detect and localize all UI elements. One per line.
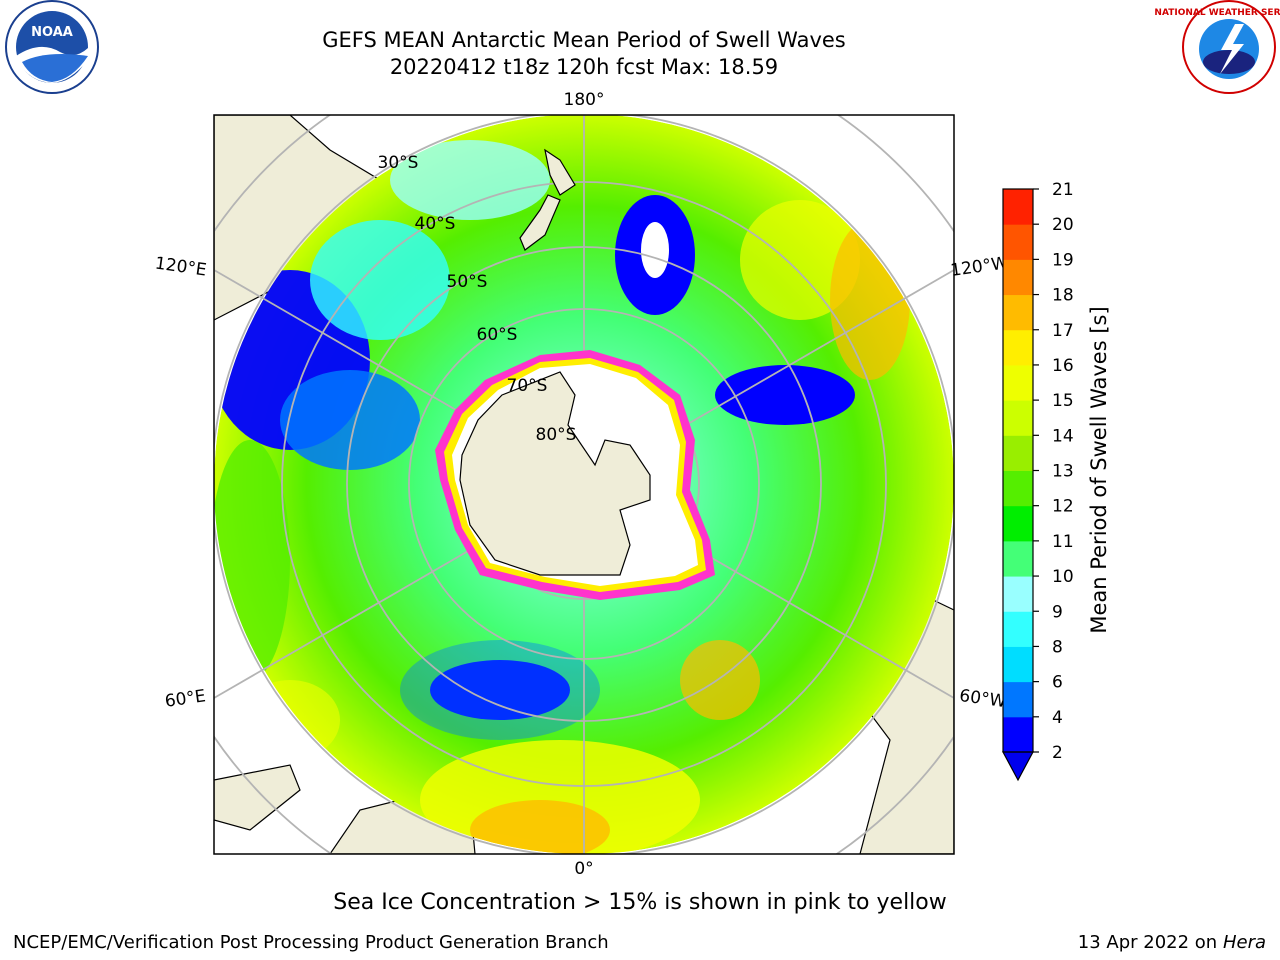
footer-credit: NCEP/EMC/Verification Post Processing Pr… <box>13 932 609 953</box>
sea-ice-caption: Sea Ice Concentration > 15% is shown in … <box>333 890 947 915</box>
colorbar-segment <box>1003 576 1033 612</box>
colorbar-segment <box>1003 611 1033 647</box>
colorbar-tick-label: 9 <box>1052 602 1063 622</box>
meridian-label-120e: 120°E <box>154 254 208 281</box>
colorbar-tick-label: 8 <box>1052 637 1063 657</box>
colorbar-segment <box>1003 716 1033 753</box>
national-weather-service-logo: NATIONAL WEATHER SERVICE <box>1154 0 1280 94</box>
new-zealand-north-land <box>544 148 576 196</box>
title-line-1: GEFS MEAN Antarctic Mean Period of Swell… <box>322 28 846 52</box>
colorbar-segment <box>1003 294 1033 331</box>
colorbar-tick-label: 6 <box>1052 673 1063 693</box>
meridian-label-0: 0° <box>574 859 593 879</box>
colorbar-tick-label: 15 <box>1052 391 1074 411</box>
meridian-label-60w: 60°W <box>958 686 1007 712</box>
colorbar-segment <box>1003 400 1033 436</box>
colorbar-ticks: 2 4 6 8 9 10 11 12 13 14 15 16 17 18 19 20 21 <box>1033 180 1074 763</box>
colorbar-segments <box>1003 189 1033 753</box>
colorbar-segment <box>1003 364 1033 401</box>
colorbar: 2 4 6 8 9 10 11 12 13 14 15 16 17 18 19 20 21 Mean Perio… <box>1001 180 1111 782</box>
map-border <box>213 114 955 855</box>
colorbar-segment <box>1003 646 1033 683</box>
colorbar-tick-label: 18 <box>1052 286 1074 306</box>
colorbar-segment <box>1003 505 1033 542</box>
latitude-label-30s: 30°S <box>378 153 419 173</box>
meridian-label-60e: 60°E <box>164 686 207 711</box>
antarctica-land <box>459 371 651 576</box>
colorbar-tick-label: 2 <box>1052 743 1063 763</box>
colorbar-tick-label: 4 <box>1052 708 1063 728</box>
colorbar-segment <box>1003 470 1033 507</box>
colorbar-extend-min <box>1001 751 1035 782</box>
footer-date-text: 13 Apr 2022 on <box>1077 932 1223 953</box>
nws-logo-text: NATIONAL WEATHER SERVICE <box>1154 8 1280 18</box>
colorbar-tick-label: 21 <box>1052 180 1074 200</box>
colorbar-tick-label: 17 <box>1052 321 1074 341</box>
colorbar-segment <box>1003 259 1033 296</box>
colorbar-tick-label: 19 <box>1052 250 1074 270</box>
colorbar-tick-label: 16 <box>1052 356 1074 376</box>
latitude-label-70s: 70°S <box>507 376 548 396</box>
latitude-label-40s: 40°S <box>415 214 456 234</box>
colorbar-segment <box>1003 224 1033 260</box>
title-line-2: 20220412 t18z 120h fcst Max: 18.59 <box>389 55 779 79</box>
colorbar-title: Mean Period of Swell Waves [s] <box>1087 306 1111 633</box>
colorbar-tick-label: 20 <box>1052 215 1074 235</box>
new-zealand-south-land <box>519 194 561 251</box>
colorbar-tick-label: 10 <box>1052 567 1074 587</box>
colorbar-tick-label: 14 <box>1052 426 1074 446</box>
colorbar-tick-label: 12 <box>1052 497 1074 517</box>
colorbar-tick-label: 11 <box>1052 532 1074 552</box>
madagascar-land <box>214 764 301 831</box>
colorbar-segment <box>1003 540 1033 577</box>
colorbar-segment <box>1003 681 1033 718</box>
footer-date: 13 Apr 2022 on Hera <box>1078 932 1266 953</box>
colorbar-segment <box>1003 189 1033 225</box>
footer-host: Hera <box>1222 932 1266 953</box>
noaa-logo: NOAA <box>5 0 99 94</box>
colorbar-segment <box>1003 329 1033 366</box>
latitude-label-50s: 50°S <box>447 272 488 292</box>
latitude-label-60s: 60°S <box>477 325 518 345</box>
meridian-label-120w: 120°W <box>949 253 1009 281</box>
latitude-label-80s: 80°S <box>536 425 577 445</box>
meridian-label-180: 180° <box>564 90 605 110</box>
map-area <box>214 115 954 854</box>
colorbar-tick-label: 13 <box>1052 462 1074 482</box>
colorbar-segment <box>1003 435 1033 471</box>
noaa-logo-text: NOAA <box>31 25 73 40</box>
